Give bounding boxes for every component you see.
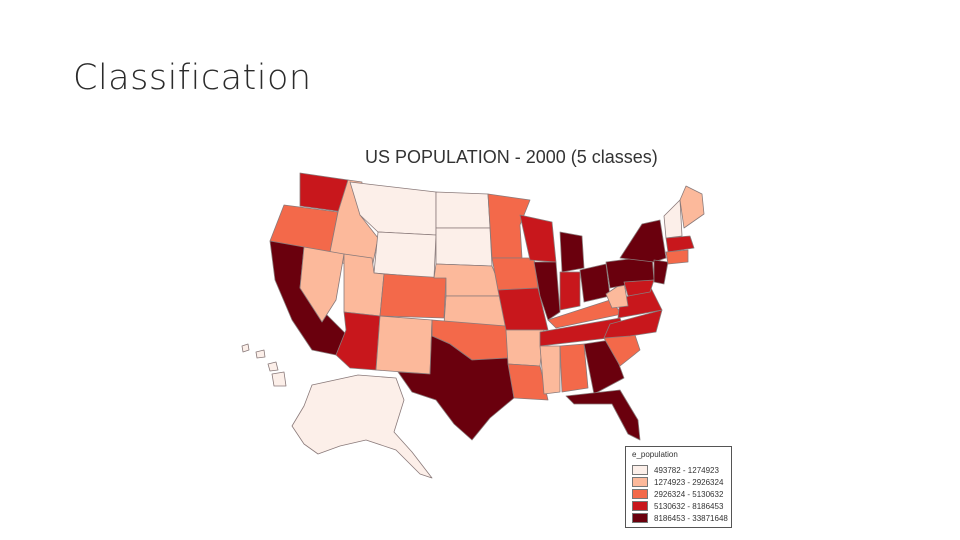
state-texas <box>397 319 515 441</box>
legend-row: 8186453 - 33871648 <box>632 513 728 523</box>
state-wyoming <box>373 231 437 279</box>
legend-label: 1274923 - 2926324 <box>654 477 724 487</box>
legend-label: 2926324 - 5130632 <box>654 489 724 499</box>
legend-row: 2926324 - 5130632 <box>632 489 723 499</box>
state-alabama <box>559 343 589 393</box>
legend-row: 1274923 - 2926324 <box>632 477 723 487</box>
legend-swatch <box>632 477 648 487</box>
legend-swatch <box>632 501 648 511</box>
state-indiana <box>559 271 581 311</box>
legend-label: 8186453 - 33871648 <box>654 513 728 523</box>
legend-label: 493782 - 1274923 <box>654 465 719 475</box>
state-wisconsin <box>519 214 557 263</box>
state-mississippi <box>539 345 561 395</box>
state-colorado <box>379 273 447 319</box>
legend-label: 5130632 - 8186453 <box>654 501 724 511</box>
map-legend: e_population 493782 - 1274923 1274923 - … <box>625 446 732 528</box>
state-maryland <box>623 279 655 297</box>
slide-title: Classification <box>73 58 312 98</box>
state-hawaii-4 <box>271 371 287 387</box>
state-maine <box>679 185 705 229</box>
legend-row: 5130632 - 8186453 <box>632 501 723 511</box>
state-new-york <box>619 219 667 263</box>
state-hawaii-1 <box>241 343 250 353</box>
legend-swatch <box>632 465 648 475</box>
state-louisiana <box>507 363 549 401</box>
map-title: US POPULATION - 2000 (5 classes) <box>365 147 658 167</box>
state-iowa <box>491 257 539 291</box>
state-michigan <box>559 231 585 273</box>
state-nevada <box>299 246 345 323</box>
state-ohio <box>579 263 611 303</box>
state-massachusetts <box>665 235 695 253</box>
state-florida <box>565 389 641 441</box>
legend-swatch <box>632 489 648 499</box>
legend-swatch <box>632 513 648 523</box>
state-hawaii-2 <box>255 349 266 359</box>
state-minnesota <box>487 193 531 259</box>
state-north-dakota <box>435 191 491 229</box>
state-north-carolina <box>603 309 663 339</box>
state-missouri <box>497 287 549 331</box>
state-connecticut-ri <box>665 249 689 265</box>
state-alaska <box>291 374 433 479</box>
state-illinois <box>533 261 561 321</box>
legend-row: 493782 - 1274923 <box>632 465 719 475</box>
state-arkansas <box>505 329 545 367</box>
state-vermont-nh <box>663 199 683 239</box>
state-arizona <box>335 311 381 371</box>
state-south-dakota <box>435 227 493 267</box>
state-new-mexico <box>375 315 433 375</box>
legend-title: e_population <box>632 450 678 459</box>
state-new-jersey <box>653 259 669 285</box>
state-hawaii-3 <box>267 361 279 372</box>
